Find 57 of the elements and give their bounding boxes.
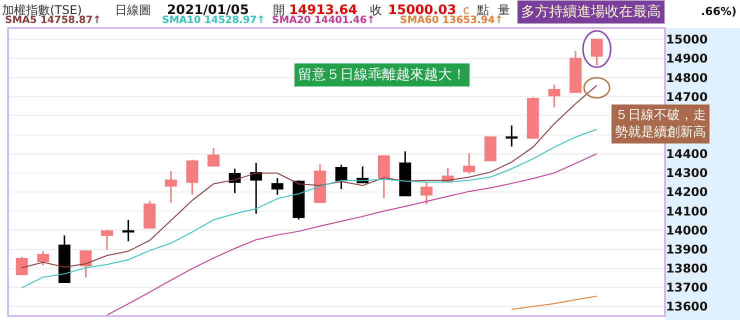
text: 量	[498, 3, 510, 17]
y-tick-label: 14400	[666, 147, 708, 162]
candlestick	[58, 234, 70, 283]
candlestick	[250, 162, 262, 215]
candlestick	[144, 200, 156, 228]
candlestick	[570, 50, 582, 93]
candlestick	[292, 180, 305, 220]
text: ５日線不破，走勢就是續創新高	[615, 108, 706, 140]
candlestick	[399, 150, 412, 196]
y-tick-label: 13600	[666, 300, 708, 314]
candlestick	[463, 152, 476, 174]
candlestick	[186, 159, 198, 196]
text: .66%)	[701, 5, 737, 18]
text: SMA20 14401.46↑	[272, 15, 376, 26]
y-tick-label: 14300	[666, 166, 708, 180]
candlestick	[271, 177, 284, 196]
y-tick-label: 13900	[666, 242, 708, 256]
candlestick	[590, 38, 603, 66]
candlestick	[548, 84, 560, 108]
candlestick	[314, 164, 326, 203]
candlestick	[16, 256, 28, 276]
text: 日線圖	[115, 3, 151, 17]
candlestick	[335, 164, 348, 190]
candlestick	[80, 250, 92, 278]
y-tick-label: 14800	[666, 70, 708, 85]
candlestick	[506, 124, 518, 148]
y-tick-label: 15000	[666, 32, 708, 47]
candlestick	[122, 219, 134, 242]
y-tick-label: 14100	[666, 204, 708, 218]
text: SMA60 13653.94↑	[400, 15, 504, 26]
candlestick	[526, 96, 539, 139]
annotation: 留意５日線乖離越來越大！	[298, 67, 466, 83]
text: 點	[476, 3, 489, 17]
candlestick	[228, 168, 241, 194]
candlestick	[208, 147, 220, 166]
candlestick	[378, 155, 390, 199]
text: SMA5 14758.87↑	[5, 15, 102, 26]
text: 開	[273, 3, 285, 17]
candlestick	[164, 170, 177, 204]
y-tick-label: 13800	[666, 262, 708, 276]
candlestick	[101, 229, 113, 251]
line-series	[511, 296, 598, 310]
text: 多方持續進場收在最高	[521, 4, 661, 20]
text: c	[463, 3, 470, 17]
y-tick-label: 13700	[666, 280, 708, 295]
candlestick	[420, 181, 432, 205]
line-series	[21, 128, 598, 288]
y-tick-label: 14900	[666, 52, 708, 66]
line-series	[106, 153, 598, 316]
candlestick	[37, 250, 50, 266]
chart-title: 加權指數(TSE)	[2, 3, 82, 17]
y-tick-label: 14200	[666, 185, 708, 200]
text: SMA10 14528.97↑	[162, 15, 266, 26]
candlestick	[484, 136, 496, 162]
y-tick-label: 14000	[666, 223, 708, 238]
y-tick-label: 14700	[666, 90, 708, 104]
text: 收	[370, 3, 382, 17]
